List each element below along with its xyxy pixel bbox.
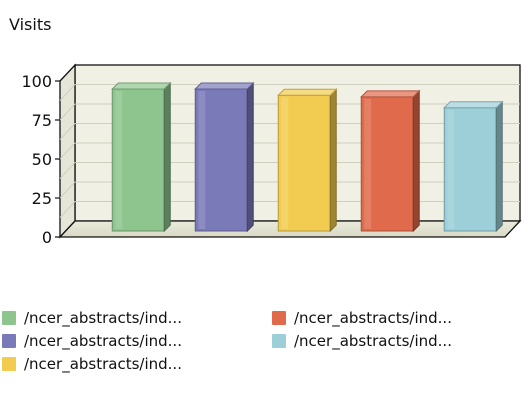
gridline-side xyxy=(59,201,76,218)
legend-label: /ncer_abstracts/ind... xyxy=(24,332,182,350)
y-tick-label: 75 xyxy=(32,111,52,130)
legend-label: /ncer_abstracts/ind... xyxy=(24,355,182,373)
legend-item: /ncer_abstracts/ind... xyxy=(0,330,182,352)
bar-top xyxy=(194,82,255,90)
y-tick-label: 100 xyxy=(21,72,52,91)
bar-highlight xyxy=(281,97,289,229)
bar-side xyxy=(495,100,503,233)
legend-label: /ncer_abstracts/ind... xyxy=(24,309,182,327)
bar-top xyxy=(443,101,504,109)
gridline-side xyxy=(59,84,76,101)
y-tick-label: 0 xyxy=(42,228,52,247)
legend-swatch xyxy=(272,311,286,325)
chart-title: Visits xyxy=(9,15,51,34)
bar-top xyxy=(277,88,338,96)
legend-swatch xyxy=(272,334,286,348)
legend-label: /ncer_abstracts/ind... xyxy=(294,332,452,350)
gridline-side xyxy=(59,142,76,160)
bar-highlight xyxy=(364,98,372,229)
bar-side xyxy=(246,81,254,233)
plot-area: 0 25 50 75 100 xyxy=(21,63,522,247)
bar-side xyxy=(412,89,420,233)
legend-swatch xyxy=(2,357,16,371)
gridline-side xyxy=(59,103,76,121)
gridline-side xyxy=(59,123,76,140)
bar-side xyxy=(163,81,171,233)
legend-label: /ncer_abstracts/ind... xyxy=(294,309,452,327)
bar-top xyxy=(360,90,421,98)
bar-top xyxy=(111,82,172,90)
legend-item: /ncer_abstracts/ind... xyxy=(0,307,182,329)
bar-highlight xyxy=(115,91,123,229)
bar-highlight xyxy=(447,109,455,229)
legend-swatch xyxy=(2,311,16,325)
legend-item: /ncer_abstracts/ind... xyxy=(270,330,452,352)
gridline-side xyxy=(59,181,76,199)
legend-item: /ncer_abstracts/ind... xyxy=(0,353,182,375)
y-tick-label: 25 xyxy=(32,189,52,208)
y-tick-label: 50 xyxy=(32,150,52,169)
legend-item: /ncer_abstracts/ind... xyxy=(270,307,452,329)
bar-side xyxy=(329,88,337,233)
bar-highlight xyxy=(198,91,206,229)
legend-swatch xyxy=(2,334,16,348)
gridline-side xyxy=(59,162,76,179)
chart-legend: /ncer_abstracts/ind... /ncer_abstracts/in… xyxy=(0,307,523,393)
